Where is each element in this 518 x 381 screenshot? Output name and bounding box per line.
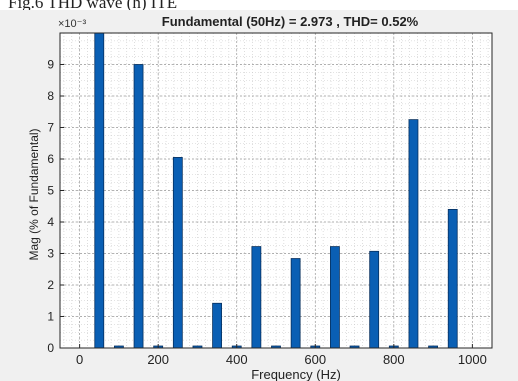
x-tick-label: 800 bbox=[383, 352, 405, 367]
bar bbox=[408, 119, 419, 349]
bar bbox=[94, 32, 105, 349]
bar bbox=[251, 246, 262, 349]
y-ticks: 0 1 2 3 4 5 6 7 8 9 bbox=[47, 58, 64, 355]
x-tick-label: 0 bbox=[76, 352, 83, 367]
y-tick-label: 5 bbox=[47, 184, 54, 198]
bar bbox=[212, 302, 222, 349]
x-ticks: 0 200 400 600 800 1000 bbox=[76, 344, 487, 367]
grid bbox=[60, 32, 492, 349]
y-exponent-label: ×10⁻³ bbox=[58, 18, 86, 30]
chart-title: Fundamental (50Hz) = 2.973 , THD= 0.52% bbox=[162, 14, 419, 29]
y-tick-label: 2 bbox=[47, 278, 54, 292]
y-tick-label: 8 bbox=[47, 89, 54, 103]
bar bbox=[447, 208, 458, 349]
caption-fragment: Fig.6 THD wave (h) ITE bbox=[0, 0, 518, 18]
bar bbox=[369, 250, 380, 349]
y-tick-label: 0 bbox=[47, 341, 54, 355]
bar bbox=[172, 157, 183, 349]
x-tick-label: 600 bbox=[304, 352, 326, 367]
y-tick-label: 7 bbox=[47, 121, 54, 135]
bar bbox=[290, 258, 301, 349]
caption-text: Fig.6 THD wave (h) ITE bbox=[8, 0, 178, 12]
y-tick-label: 4 bbox=[47, 215, 54, 229]
bar bbox=[330, 246, 340, 349]
y-axis-label: Mag (% of Fundamental) bbox=[27, 128, 41, 260]
x-tick-label: 1000 bbox=[458, 352, 487, 367]
y-tick-label: 3 bbox=[47, 247, 54, 261]
x-tick-label: 200 bbox=[147, 352, 169, 367]
y-tick-label: 6 bbox=[47, 152, 54, 166]
bar bbox=[133, 64, 144, 349]
x-axis-label: Frequency (Hz) bbox=[251, 367, 341, 381]
y-tick-label: 1 bbox=[47, 310, 54, 324]
x-tick-label: 400 bbox=[226, 352, 248, 367]
y-tick-label: 9 bbox=[47, 58, 54, 72]
